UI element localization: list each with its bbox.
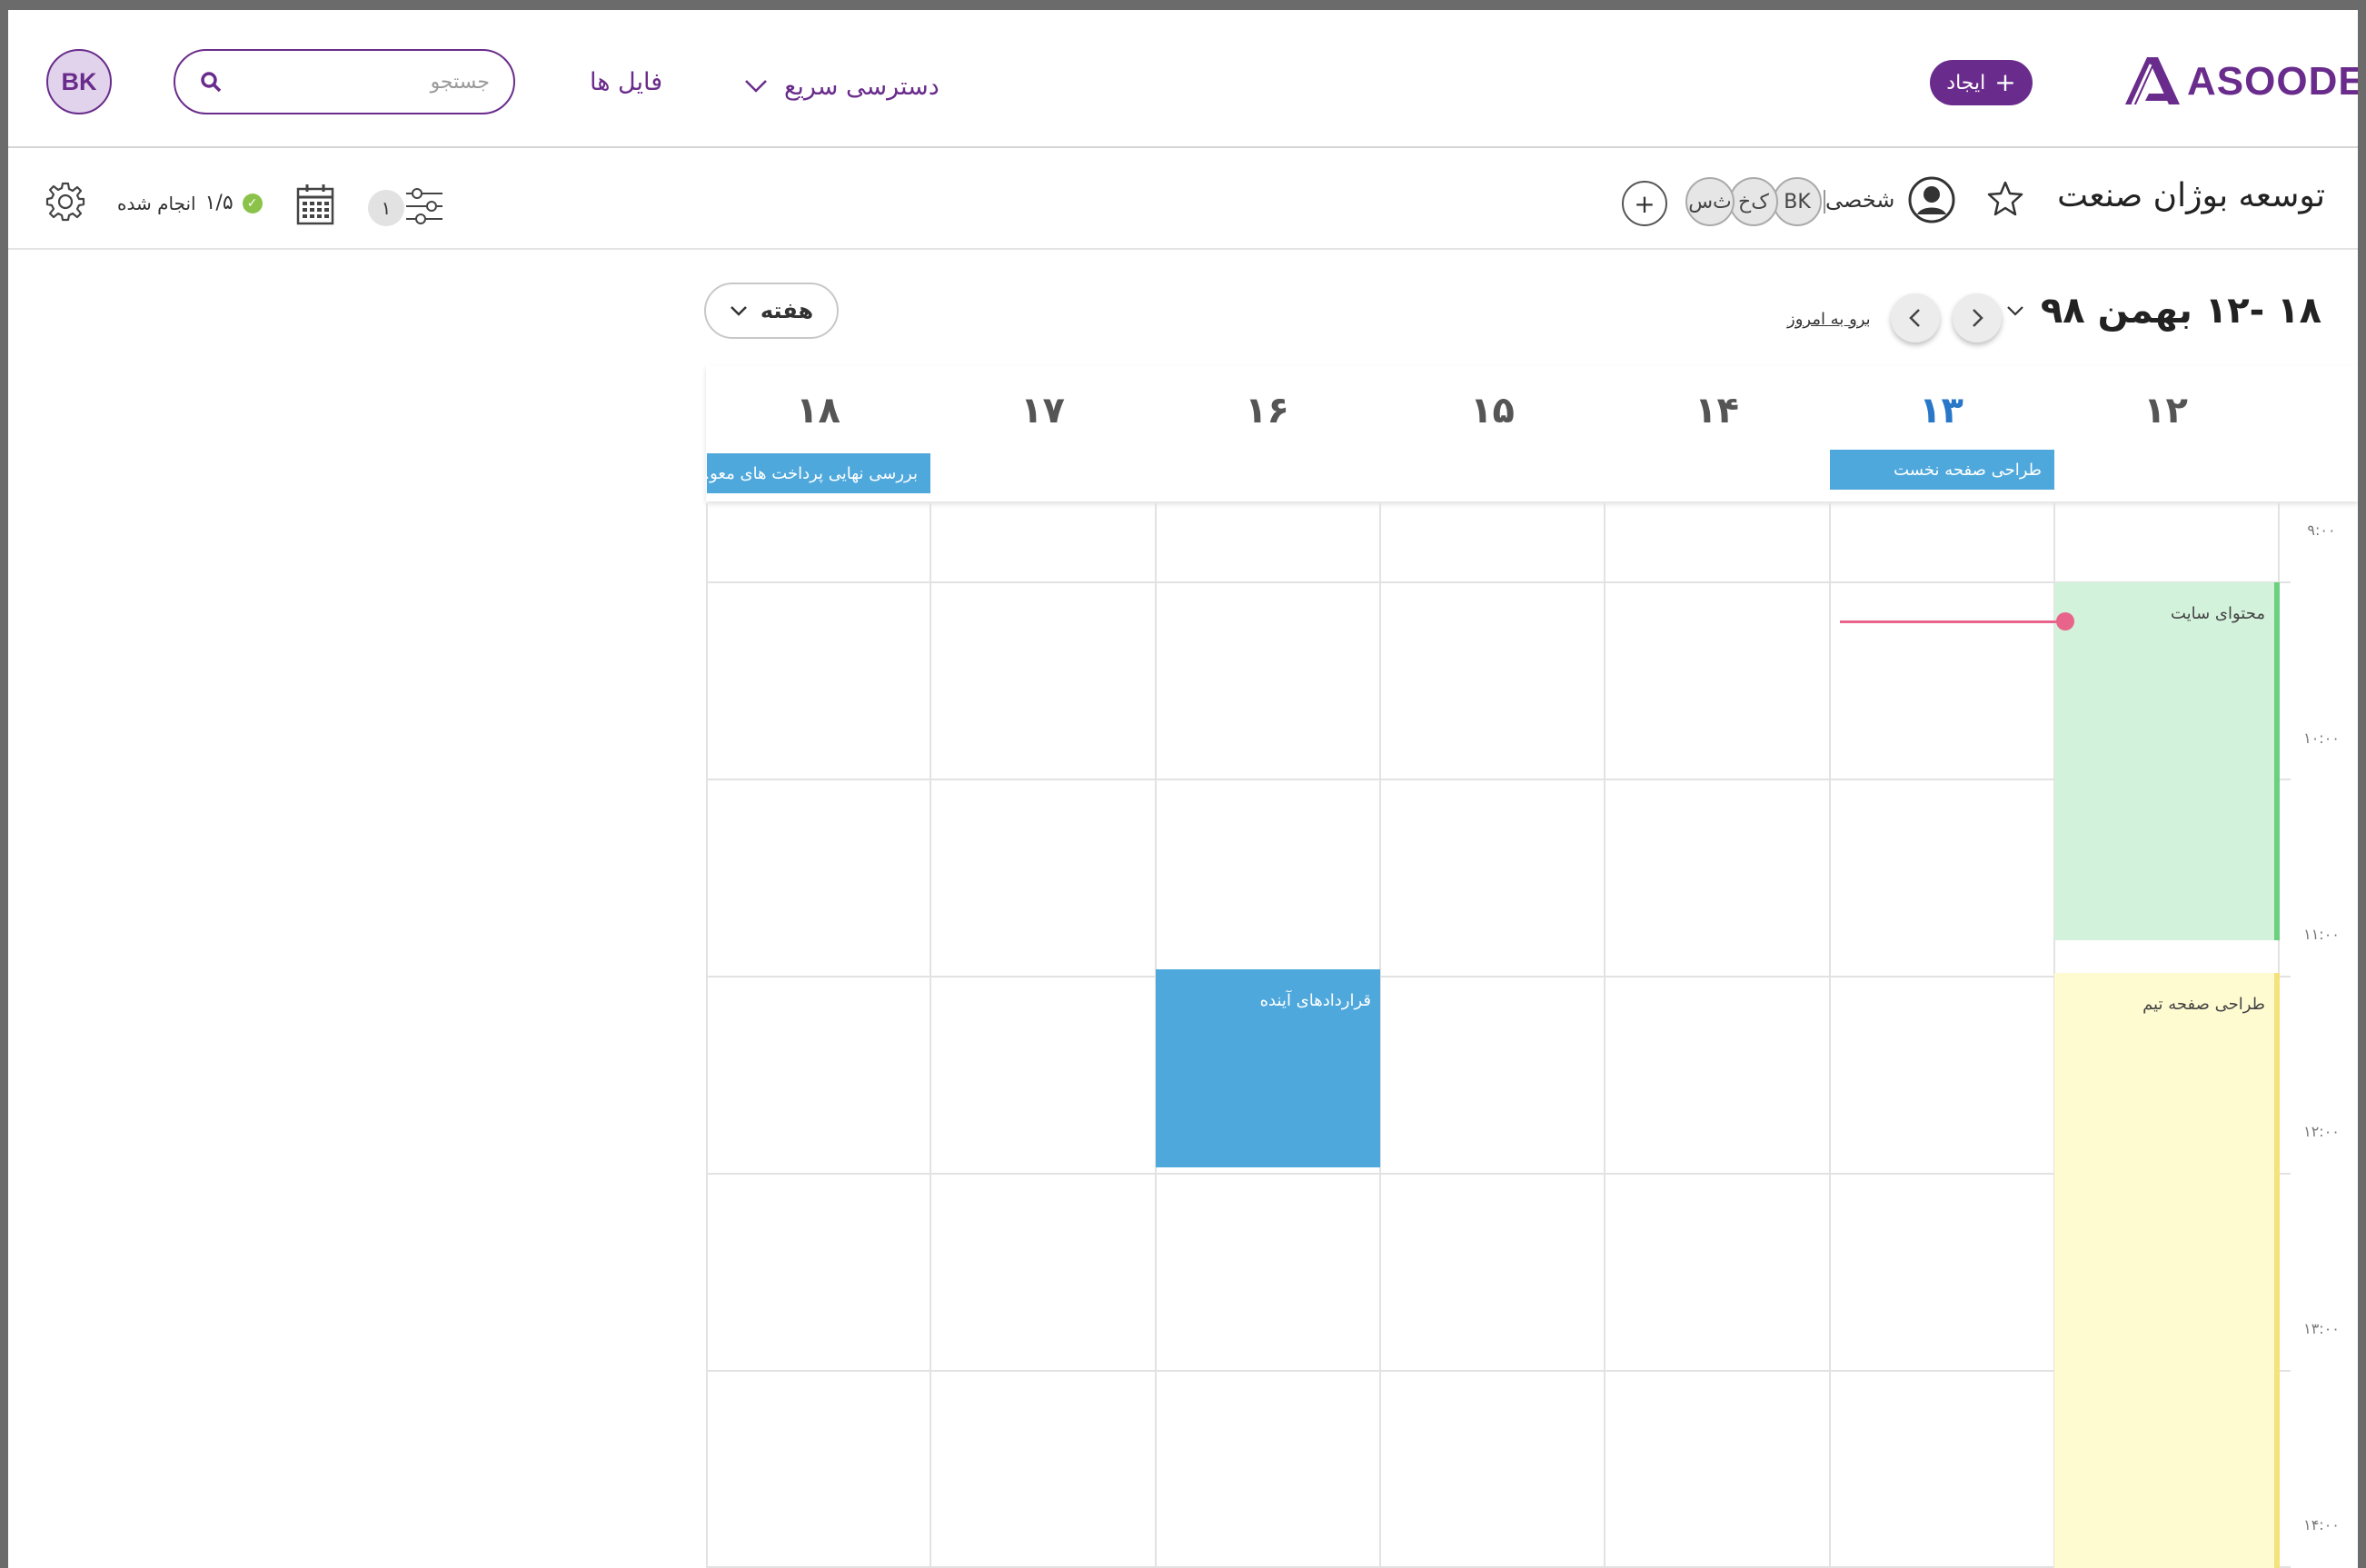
member-avatar[interactable]: ک‌خ xyxy=(1729,177,1778,226)
grid-hour-line xyxy=(706,1566,2291,1568)
member-avatar[interactable]: BK xyxy=(1773,177,1822,226)
search-box[interactable] xyxy=(174,49,515,114)
event-future-contracts[interactable]: قراردادهای آینده xyxy=(1156,969,1380,1167)
grid-column-line xyxy=(1379,503,1381,1568)
chevron-down-icon xyxy=(745,80,767,93)
allday-event-final-payment-review[interactable]: بررسی نهایی پرداخت های معو... xyxy=(707,453,930,493)
personal-scope[interactable]: شخصی xyxy=(1825,175,1956,224)
files-link[interactable]: فایل ها xyxy=(590,68,663,96)
logo-icon xyxy=(2125,57,2180,105)
time-label: ۱۳:۰۰ xyxy=(2303,1320,2340,1337)
day-header-16[interactable]: ۱۶ xyxy=(1245,390,1289,432)
prev-week-button[interactable] xyxy=(1891,293,1940,342)
grid-hour-line xyxy=(706,1173,2291,1175)
time-label: ۱۱:۰۰ xyxy=(2303,926,2340,943)
calendar-time-grid[interactable] xyxy=(706,503,2291,1568)
grid-hour-line xyxy=(706,581,2291,583)
separator xyxy=(1824,190,1825,213)
grid-hour-line xyxy=(706,976,2291,978)
user-avatar[interactable]: BK xyxy=(46,49,112,114)
grid-hour-line xyxy=(706,1370,2291,1372)
allday-event-homepage-design[interactable]: طراحی صفحه نخست xyxy=(1830,450,2054,490)
add-member-button[interactable]: + xyxy=(1622,181,1667,226)
view-mode-select[interactable]: هفته xyxy=(704,283,839,339)
plus-icon: + xyxy=(1994,67,2016,97)
chevron-down-icon xyxy=(2007,306,2023,316)
time-label: ۹:۰۰ xyxy=(2307,521,2336,539)
personal-label: شخصی xyxy=(1825,187,1895,213)
calendar-week-header xyxy=(706,365,2358,501)
project-bar: توسعه بوژان صنعت شخصی BK ک‌خ ث‌س + xyxy=(8,148,2358,250)
event-title: قراردادهای آینده xyxy=(1259,991,1371,1010)
current-time-dot xyxy=(2056,612,2074,630)
app-window: ASOODE + ایجاد دسترسی سریع فایل ها BK تو… xyxy=(8,10,2358,1568)
chevron-down-icon xyxy=(730,306,747,316)
star-icon[interactable] xyxy=(1985,179,2025,219)
time-label: ۱۰:۰۰ xyxy=(2303,729,2340,747)
grid-column-line xyxy=(706,503,708,1568)
calendar-icon[interactable] xyxy=(295,183,335,226)
search-icon[interactable] xyxy=(199,70,223,94)
day-header-15[interactable]: ۱۵ xyxy=(1470,390,1515,432)
member-avatar[interactable]: ث‌س xyxy=(1685,177,1735,226)
grid-column-line xyxy=(930,503,931,1568)
chevron-right-icon xyxy=(1973,309,1983,327)
event-title: طراحی صفحه تیم xyxy=(2142,995,2265,1014)
logo[interactable]: ASOODE xyxy=(2123,55,2358,106)
next-week-button[interactable] xyxy=(1953,293,2002,342)
day-header-14[interactable]: ۱۴ xyxy=(1695,390,1739,432)
date-range-selector[interactable]: ۱۸ -۱۲ بهمن ۹۸ xyxy=(2006,290,2321,332)
current-time-line xyxy=(1840,620,2067,623)
done-ratio: ۱/۵ xyxy=(204,192,234,214)
create-button[interactable]: + ایجاد xyxy=(1930,60,2033,105)
gear-icon[interactable] xyxy=(45,181,86,223)
chevron-left-icon xyxy=(1909,309,1920,327)
day-header-12[interactable]: ۱۲ xyxy=(2143,390,2188,432)
grid-column-line xyxy=(1829,503,1831,1568)
done-label: انجام شده xyxy=(117,192,196,214)
quick-access-menu[interactable]: دسترسی سریع xyxy=(744,68,939,104)
member-avatars: BK ک‌خ ث‌س xyxy=(1624,177,1824,226)
view-mode-label: هفته xyxy=(760,298,814,323)
done-counter: ✓ ۱/۵ انجام شده xyxy=(117,192,263,214)
event-title: محتوای سایت xyxy=(2170,604,2265,623)
day-header-18[interactable]: ۱۸ xyxy=(796,390,840,432)
time-label: ۱۴:۰۰ xyxy=(2303,1516,2340,1533)
event-site-content[interactable]: محتوای سایت xyxy=(2054,582,2280,940)
day-header-17[interactable]: ۱۷ xyxy=(1020,390,1065,432)
logo-text: ASOODE xyxy=(2187,59,2358,104)
time-label: ۱۲:۰۰ xyxy=(2303,1123,2340,1140)
grid-hour-line xyxy=(706,779,2291,780)
check-circle-icon: ✓ xyxy=(242,193,263,213)
quick-access-label: دسترسی سریع xyxy=(784,72,939,101)
event-team-page-design[interactable]: طراحی صفحه تیم xyxy=(2054,973,2280,1568)
search-input[interactable] xyxy=(223,70,490,94)
project-title: توسعه بوژان صنعت xyxy=(2057,177,2325,214)
filter-sliders-icon[interactable] xyxy=(404,186,444,226)
user-circle-icon xyxy=(1908,176,1955,223)
grid-column-line xyxy=(1604,503,1606,1568)
create-button-label: ایجاد xyxy=(1946,71,1986,94)
date-range-title: ۱۸ -۱۲ بهمن ۹۸ xyxy=(2040,290,2321,332)
top-header: ASOODE + ایجاد دسترسی سریع فایل ها BK xyxy=(8,10,2358,148)
filter-count-badge: ۱ xyxy=(368,190,404,226)
go-to-today-link[interactable]: برو به امروز xyxy=(1787,310,1871,329)
day-header-13-today[interactable]: ۱۳ xyxy=(1919,390,1963,432)
